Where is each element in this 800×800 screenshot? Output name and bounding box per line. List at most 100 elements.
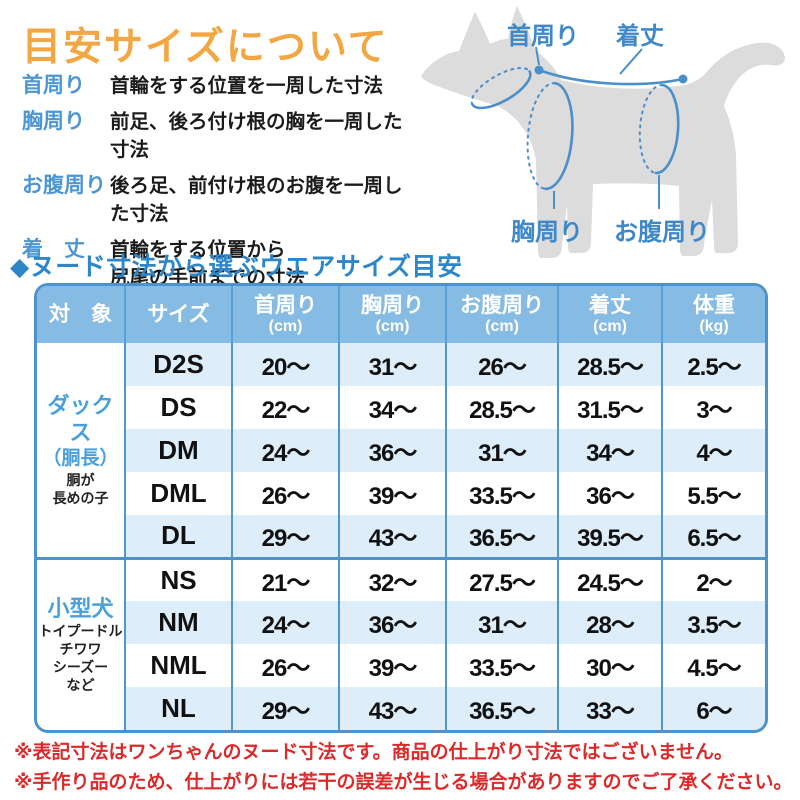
- cell-chest: 32～: [338, 556, 446, 601]
- cell-chest: 43～: [338, 515, 446, 558]
- column-header-weight: 体重 (kg): [661, 286, 765, 343]
- column-header-label: 着丈: [589, 293, 631, 317]
- group-label: 小型犬: [47, 596, 114, 622]
- cell-belly: 31～: [445, 429, 558, 472]
- dog-silhouette-icon: [421, 6, 785, 258]
- cell-belly: 31～: [445, 601, 558, 644]
- definition-term: お腹周り: [22, 174, 106, 197]
- column-header-size: サイズ: [124, 286, 232, 343]
- cell-length: 36～: [557, 472, 662, 515]
- cell-belly: 36.5～: [445, 687, 558, 730]
- diagram-label-length: 着丈: [616, 23, 664, 50]
- column-header-label: 体重: [693, 293, 735, 317]
- definition-row-neck: 首周り 首輪をする位置を一周した寸法: [22, 72, 407, 100]
- column-header-chest: 胸周り (cm): [338, 286, 446, 343]
- definition-term: 首周り: [22, 74, 85, 97]
- group-label-sub: （胴長）: [42, 448, 119, 470]
- group-note: など: [66, 677, 95, 694]
- definition-term: 胸周り: [22, 110, 85, 133]
- diagram-label-neck: 首周り: [507, 23, 579, 50]
- cell-length: 28.5～: [557, 343, 662, 386]
- group-note: 胴が: [66, 472, 95, 489]
- table-row: NM 24～ 36～ 31～ 28～ 3.5～: [37, 601, 765, 644]
- cell-chest: 36～: [338, 429, 446, 472]
- table-row: 小型犬 トイプードル チワワ シーズー など NS 21～ 32～ 27.5～ …: [37, 556, 765, 730]
- definition-desc: 首輪をする位置を一周した寸法: [110, 75, 384, 97]
- cell-chest: 34～: [338, 386, 446, 429]
- cell-chest: 39～: [338, 644, 446, 687]
- cell-neck: 29～: [231, 687, 339, 730]
- cell-belly: 36.5～: [445, 515, 558, 558]
- diagram-label-belly: お腹周り: [614, 219, 710, 246]
- definition-desc: 前足、後ろ付け根の胸を一周した寸法: [110, 111, 403, 161]
- group-note: 長めの子: [52, 490, 109, 507]
- cell-size: DS: [125, 386, 232, 429]
- group-label: ダックス: [47, 393, 114, 446]
- cell-chest: 31～: [338, 343, 446, 386]
- cell-weight: 6.5～: [661, 515, 765, 558]
- footnote-line: ※手作り品のため、仕上がりには若干の誤差が生じる場合がありますのでご了承ください…: [14, 772, 793, 793]
- cell-length: 31.5～: [557, 386, 662, 429]
- column-header-neck: 首周り (cm): [231, 286, 339, 343]
- group-note: シーズー: [52, 659, 109, 676]
- table-row: ダックス （胴長） 胴が 長めの子 D2S 20～ 31～ 26～ 28.5～ …: [37, 343, 765, 558]
- table-row: DM 24～ 36～ 31～ 34～ 4～: [37, 429, 765, 472]
- cell-neck: 22～: [231, 386, 339, 429]
- cell-belly: 28.5～: [445, 386, 558, 429]
- column-header-label: 胸周り: [361, 293, 424, 317]
- column-header-target: 対 象: [37, 286, 125, 343]
- table-header-row: 対 象 サイズ 首周り (cm) 胸周り (cm) お腹周り (cm) 着丈 (cm) …: [37, 286, 765, 343]
- definition-row-belly: お腹周り 後ろ足、前付け根のお腹を一周した寸法: [22, 172, 407, 228]
- column-header-unit: (kg): [699, 317, 729, 335]
- cell-weight: 3.5～: [661, 601, 765, 644]
- cell-neck: 21～: [231, 556, 339, 601]
- cell-size: D2S: [124, 343, 232, 386]
- definition-desc: 後ろ足、前付け根のお腹を一周した寸法: [110, 175, 403, 225]
- column-header-unit: (cm): [375, 317, 410, 335]
- table-row: NML 26～ 39～ 33.5～ 30～ 4.5～: [37, 644, 765, 687]
- dog-measurement-diagram: 首周り 着丈 胸周り お腹周り: [395, 0, 800, 275]
- page-title: 目安サイズについて: [22, 26, 389, 69]
- cell-neck: 20～: [231, 343, 339, 386]
- definition-row-chest: 胸周り 前足、後ろ付け根の胸を一周した寸法: [22, 108, 407, 164]
- diagram-label-chest: 胸周り: [511, 219, 583, 246]
- cell-neck: 24～: [231, 429, 339, 472]
- measurement-definitions: 首周り 首輪をする位置を一周した寸法 胸周り 前足、後ろ付け根の胸を一周した寸法…: [22, 72, 407, 300]
- group-note: チワワ: [59, 641, 102, 658]
- cell-neck: 24～: [231, 601, 339, 644]
- definition-term: 着 丈: [22, 238, 85, 261]
- cell-size: DML: [125, 472, 232, 515]
- column-header-belly: お腹周り (cm): [445, 286, 558, 343]
- cell-weight: 2～: [661, 556, 765, 601]
- cell-size: NS: [124, 556, 232, 601]
- cell-belly: 33.5～: [445, 644, 558, 687]
- cell-chest: 43～: [338, 687, 446, 730]
- cell-length: 24.5～: [557, 556, 662, 601]
- cell-length: 39.5～: [557, 515, 662, 558]
- cell-weight: 3～: [661, 386, 765, 429]
- column-header-unit: (cm): [268, 317, 303, 335]
- cell-size: NML: [125, 644, 232, 687]
- cell-neck: 29～: [231, 515, 339, 558]
- column-header-label: 対 象: [49, 302, 112, 326]
- definition-desc-line1: 首輪をする位置から: [110, 239, 286, 261]
- cell-neck: 26～: [231, 472, 339, 515]
- column-header-unit: (cm): [593, 317, 627, 335]
- cell-weight: 6～: [661, 687, 765, 730]
- cell-size: NL: [125, 687, 232, 730]
- cell-belly: 27.5～: [445, 556, 558, 601]
- cell-weight: 2.5～: [661, 343, 765, 386]
- cell-length: 34～: [557, 429, 662, 472]
- group-cell-dachshund: ダックス （胴長） 胴が 長めの子: [37, 343, 126, 558]
- group-note: トイプードル: [38, 623, 123, 640]
- cell-length: 30～: [557, 644, 662, 687]
- cell-weight: 4～: [661, 429, 765, 472]
- cell-weight: 5.5～: [661, 472, 765, 515]
- cell-chest: 36～: [338, 601, 446, 644]
- size-table: 対 象 サイズ 首周り (cm) 胸周り (cm) お腹周り (cm) 着丈 (cm) …: [34, 283, 768, 733]
- cell-chest: 39～: [338, 472, 446, 515]
- column-header-length: 着丈 (cm): [557, 286, 662, 343]
- cell-weight: 4.5～: [661, 644, 765, 687]
- footnotes: ※表記寸法はワンちゃんのヌード寸法です。商品の仕上がり寸法ではございません。 ※…: [14, 738, 792, 798]
- column-header-label: サイズ: [147, 302, 210, 326]
